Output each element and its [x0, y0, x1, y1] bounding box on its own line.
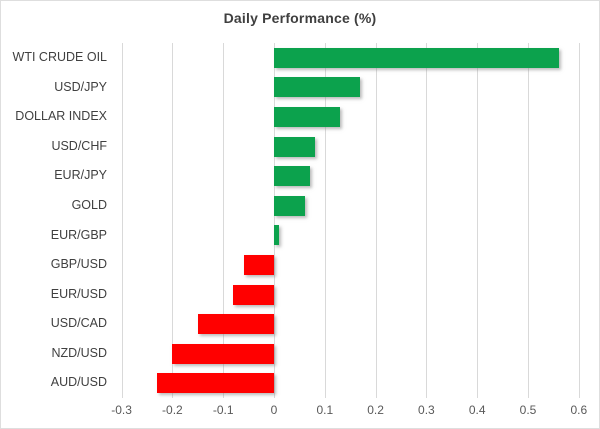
gridline	[121, 43, 123, 398]
x-tick-label: 0.4	[468, 403, 486, 417]
gridline	[528, 43, 529, 398]
x-tick-label: 0	[270, 403, 278, 417]
category-label-usd-cad: USD/CAD	[50, 316, 107, 331]
gridline	[426, 43, 428, 398]
bar-nzd-usd	[172, 343, 274, 364]
category-label-wti-crude-oil: WTI CRUDE OIL	[12, 50, 107, 64]
category-label-eur-jpy: EUR/JPY	[54, 168, 107, 183]
category-label-aud-usd: AUD/USD	[50, 375, 107, 390]
gridline	[223, 43, 225, 398]
bar-aud-usd	[157, 373, 274, 394]
bar-usd-jpy	[274, 77, 361, 98]
bar-gbp-usd	[243, 254, 274, 275]
category-label-usd-chf: USD/CHF	[51, 138, 107, 153]
x-tick-label: 0.6	[570, 403, 588, 417]
gridline	[477, 43, 479, 398]
gridline	[172, 43, 174, 398]
x-tick-label: 0.2	[367, 403, 384, 417]
category-label-eur-usd: EUR/USD	[50, 286, 107, 301]
x-tick-label: 0.5	[519, 403, 537, 417]
gridline	[578, 43, 580, 398]
gridline	[324, 43, 326, 398]
gridline	[375, 43, 377, 398]
category-label-gold: GOLD	[71, 197, 107, 212]
category-label-nzd-usd: NZD/USD	[51, 345, 107, 360]
bar-eur-jpy	[274, 166, 310, 187]
bar-usd-cad	[197, 314, 274, 334]
bar-eur-usd	[233, 284, 274, 305]
category-label-gbp-usd: GBP/USD	[50, 257, 107, 272]
bar-eur-gbp	[274, 225, 280, 246]
plot-area	[114, 43, 589, 398]
x-tick-label: 0.1	[316, 403, 334, 417]
bar-usd-chf	[274, 136, 315, 157]
category-label-eur-gbp: EUR/GBP	[50, 227, 107, 242]
x-tick-label: -0.1	[212, 403, 234, 417]
gridline	[274, 43, 275, 398]
bar-wti-crude-oil	[274, 47, 559, 68]
x-tick-label: -0.3	[111, 403, 132, 417]
category-label-usd-jpy: USD/JPY	[54, 79, 107, 94]
bar-gold	[274, 195, 305, 216]
bar-dollar-index	[274, 107, 340, 127]
category-label-dollar-index: DOLLAR INDEX	[15, 109, 107, 124]
chart-title: Daily Performance (%)	[223, 10, 377, 26]
x-tick-label: -0.2	[162, 403, 183, 417]
x-tick-label: 0.3	[418, 403, 435, 417]
